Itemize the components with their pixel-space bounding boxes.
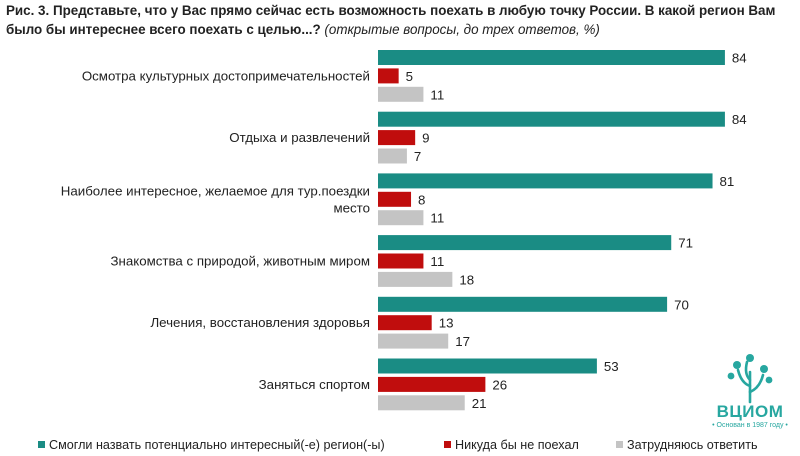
chart-title-main: Рис. 3. Представьте, что у Вас прямо сей… bbox=[6, 3, 776, 37]
bar-interested bbox=[378, 50, 725, 65]
legend-swatch-nowhere bbox=[444, 441, 451, 448]
chart-title: Рис. 3. Представьте, что у Вас прямо сей… bbox=[6, 1, 796, 39]
bar-undecided bbox=[378, 395, 465, 411]
bar-nowhere bbox=[378, 376, 486, 392]
bar-interested bbox=[378, 173, 713, 189]
chart-title-note: (открытые вопросы, до трех ответов, %) bbox=[324, 22, 600, 37]
logo-since: • Основан в 1987 году • bbox=[712, 422, 788, 429]
bar-nowhere bbox=[378, 315, 432, 331]
data-label: 13 bbox=[439, 316, 454, 331]
bar-undecided bbox=[378, 333, 449, 349]
bar-interested bbox=[378, 111, 725, 127]
legend-label-nowhere: Никуда бы не поехал bbox=[455, 438, 579, 452]
category-label: Отдыха и развлечений bbox=[229, 130, 370, 145]
bar-undecided bbox=[378, 148, 407, 164]
bar-undecided bbox=[378, 86, 424, 102]
category-label: Заняться спортом bbox=[259, 377, 370, 392]
data-label: 84 bbox=[732, 112, 747, 127]
bar-interested bbox=[378, 296, 668, 312]
data-label: 53 bbox=[604, 359, 619, 374]
category-label: Наиболее интересное, желаемое для тур.по… bbox=[61, 183, 370, 215]
data-label: 11 bbox=[430, 211, 444, 226]
bar-interested bbox=[378, 235, 672, 251]
legend-swatch-undecided bbox=[616, 441, 623, 448]
data-label: 17 bbox=[455, 334, 470, 349]
bar-undecided bbox=[378, 271, 453, 287]
bar-layer bbox=[378, 50, 725, 411]
data-label: 9 bbox=[422, 131, 429, 146]
bar-nowhere bbox=[378, 253, 424, 269]
category-label: Знакомства с природой, животным миром bbox=[110, 254, 370, 269]
bar-nowhere bbox=[378, 191, 412, 207]
data-label: 84 bbox=[732, 51, 747, 66]
bar-nowhere bbox=[378, 68, 399, 84]
data-label: 71 bbox=[678, 236, 693, 251]
legend: Смогли назвать потенциально интересный(-… bbox=[38, 438, 758, 452]
data-label: 21 bbox=[472, 396, 487, 411]
data-label: 7 bbox=[414, 149, 421, 164]
legend-label-undecided: Затрудняюсь ответить bbox=[627, 438, 758, 452]
data-label: 11 bbox=[430, 254, 444, 269]
data-label: 70 bbox=[674, 297, 689, 312]
category-label: Лечения, восстановления здоровья bbox=[150, 315, 370, 330]
logo-name: ВЦИОМ bbox=[716, 402, 784, 421]
legend-label-interested: Смогли назвать потенциально интересный(-… bbox=[49, 438, 385, 452]
data-label: 5 bbox=[406, 69, 413, 84]
bar-nowhere bbox=[378, 130, 416, 146]
data-label: 18 bbox=[459, 272, 474, 287]
bar-interested bbox=[378, 358, 597, 374]
bar-undecided bbox=[378, 210, 424, 226]
tree-icon bbox=[727, 354, 773, 404]
data-label: 81 bbox=[720, 174, 735, 189]
data-label: 8 bbox=[418, 192, 425, 207]
vciom-logo: ВЦИОМ • Основан в 1987 году • bbox=[700, 352, 800, 436]
data-label: 11 bbox=[430, 87, 444, 102]
label-layer: Осмотра культурных достопримечательносте… bbox=[61, 51, 747, 411]
category-label: Осмотра культурных достопримечательносте… bbox=[82, 68, 370, 83]
data-label: 26 bbox=[492, 377, 507, 392]
legend-swatch-interested bbox=[38, 441, 45, 448]
